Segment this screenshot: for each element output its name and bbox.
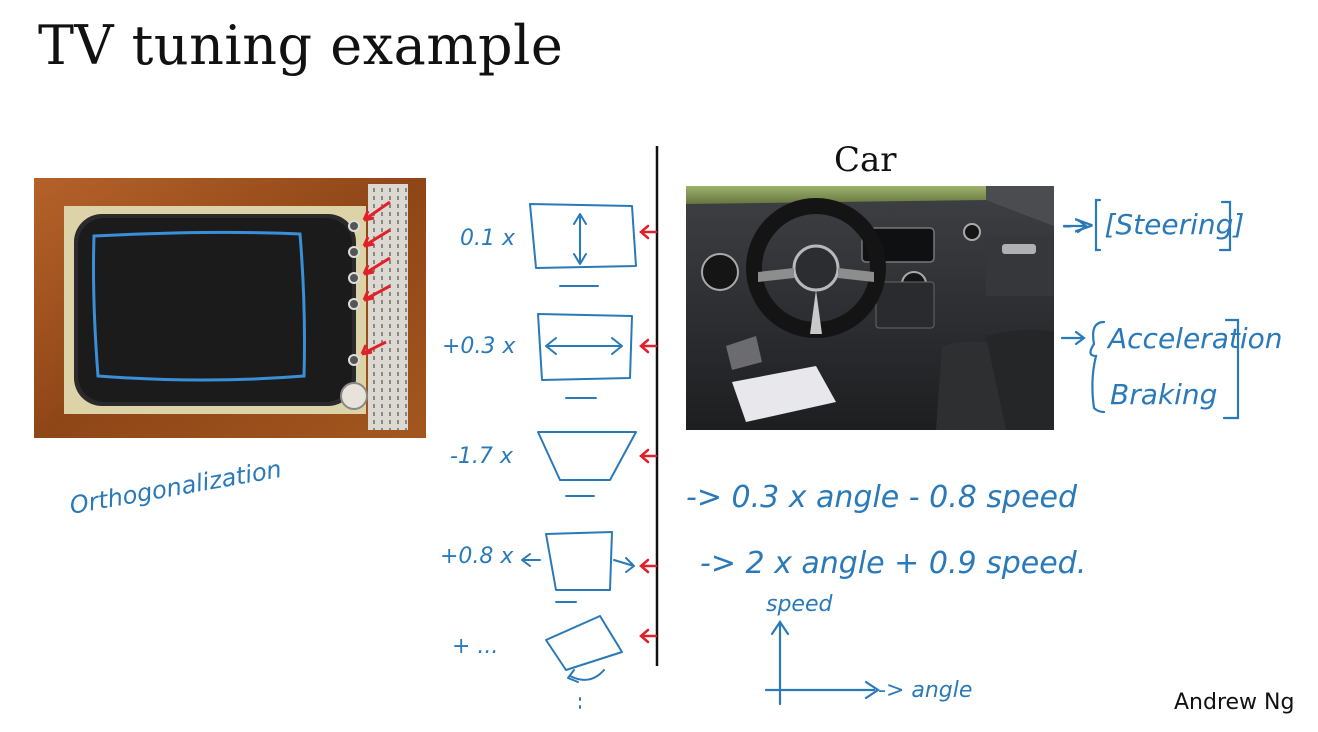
equation-speed: -> 2 x angle + 0.9 speed. — [700, 546, 1086, 581]
axis-label-speed: speed — [766, 592, 832, 617]
car-interior-image — [686, 186, 1054, 430]
control-acceleration: Acceleration — [1108, 322, 1282, 355]
axis-label-angle: -> angle — [878, 678, 972, 703]
car-label: Car — [834, 140, 897, 180]
author-credit: Andrew Ng — [1174, 690, 1294, 715]
control-steering: -> [Steering] — [1062, 208, 1244, 241]
control-braking: Braking — [1110, 378, 1217, 411]
equation-steering: -> 0.3 x angle - 0.8 speed — [686, 480, 1077, 515]
